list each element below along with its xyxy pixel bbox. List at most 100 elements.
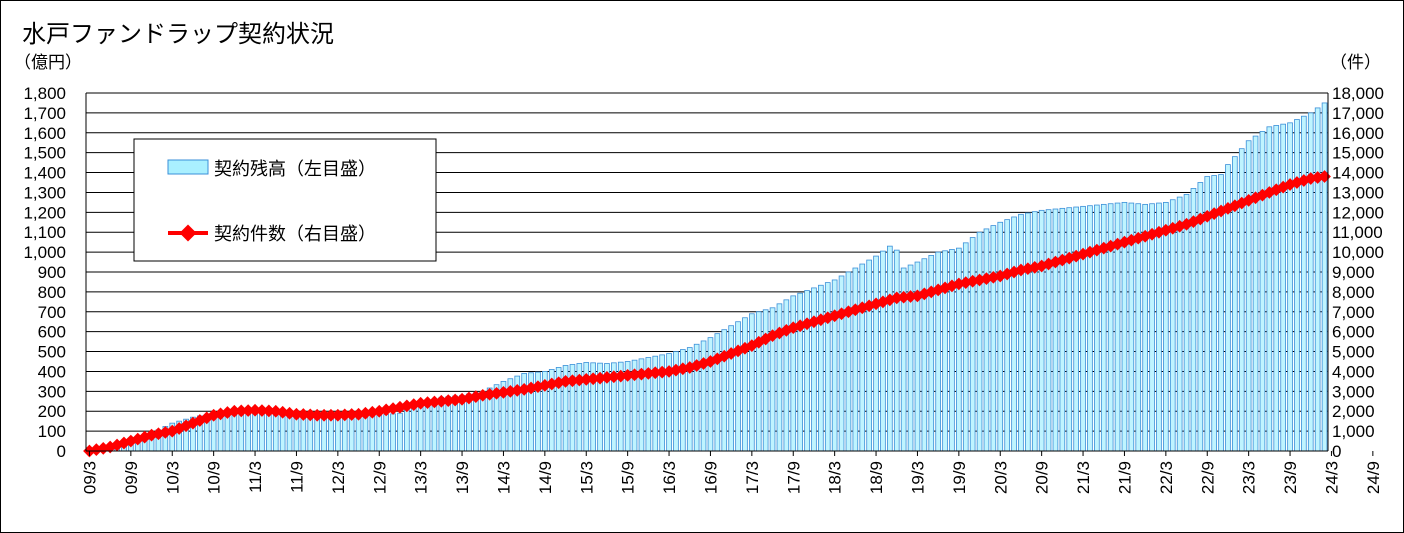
y-left-tick-label: 1,500 xyxy=(23,144,66,163)
left-axis-unit: （億円） xyxy=(14,53,82,73)
y-right-tick-label: 4,000 xyxy=(1332,362,1375,381)
x-tick-label: 24/3 xyxy=(1322,461,1341,494)
y-right-tick-label: 0 xyxy=(1332,442,1341,461)
bar xyxy=(1307,112,1314,452)
x-tick-label: 14/3 xyxy=(494,461,513,494)
y-right-tick-label: 2,000 xyxy=(1332,402,1375,421)
bar xyxy=(293,416,300,452)
y-left-tick-label: 1,400 xyxy=(23,164,66,183)
bar xyxy=(942,250,948,452)
bar xyxy=(976,231,983,452)
bar xyxy=(852,267,859,452)
right-axis-unit: （件） xyxy=(1330,53,1381,73)
bar xyxy=(376,414,383,452)
y-right-tick-label: 14,000 xyxy=(1332,164,1384,183)
count-line-marker xyxy=(262,404,276,418)
y-left-tick-label: 500 xyxy=(38,343,66,362)
bar xyxy=(790,295,797,452)
y-left-tick-label: 800 xyxy=(38,283,66,302)
bar xyxy=(762,309,769,452)
bar xyxy=(272,413,279,452)
bar xyxy=(1183,194,1190,452)
bar xyxy=(997,221,1004,452)
y-left-tick-label: 1,000 xyxy=(23,243,66,262)
bar xyxy=(1025,212,1031,452)
x-tick-label: 18/3 xyxy=(826,461,845,494)
y-right-tick-label: 9,000 xyxy=(1332,263,1375,282)
bar xyxy=(859,263,866,452)
x-tick-label: 15/9 xyxy=(619,461,638,494)
bar xyxy=(417,402,424,452)
bar xyxy=(887,245,893,452)
bar xyxy=(1294,119,1300,452)
y-right-tick-label: 10,000 xyxy=(1332,243,1384,262)
x-tick-label: 16/3 xyxy=(660,461,679,494)
bar xyxy=(880,250,886,452)
bar xyxy=(286,415,293,452)
bar xyxy=(1163,201,1169,452)
y-right-tick-label: 11,000 xyxy=(1332,223,1383,242)
y-left-tick-label: 900 xyxy=(38,263,66,282)
bar xyxy=(935,251,941,452)
bar xyxy=(749,313,755,452)
bar xyxy=(893,249,900,452)
bar xyxy=(928,255,935,452)
count-line-marker xyxy=(303,408,317,422)
bar xyxy=(1321,102,1328,452)
bar xyxy=(1087,205,1093,452)
bar xyxy=(279,414,286,452)
x-tick-label: 20/3 xyxy=(991,461,1010,494)
bar xyxy=(238,411,245,452)
bar xyxy=(410,406,417,452)
bar xyxy=(873,255,879,452)
y-left-tick-label: 1,800 xyxy=(23,84,66,103)
bar xyxy=(252,412,258,452)
y-right-tick-label: 3,000 xyxy=(1332,382,1375,401)
bar xyxy=(838,275,845,452)
count-line-marker xyxy=(317,408,331,422)
bar xyxy=(1038,209,1045,452)
bar xyxy=(811,287,817,452)
bar xyxy=(383,414,389,452)
bar xyxy=(300,417,307,452)
x-tick-label: 20/9 xyxy=(1033,461,1052,494)
bar xyxy=(404,409,410,452)
y-left-tick-label: 300 xyxy=(38,382,66,401)
x-tick-label: 11/3 xyxy=(246,461,265,493)
bar xyxy=(742,317,748,452)
x-tick-label: 23/3 xyxy=(1240,461,1259,494)
x-tick-label: 21/9 xyxy=(1115,461,1134,494)
y-right-tick-label: 18,000 xyxy=(1332,84,1384,103)
bar xyxy=(369,415,376,452)
bar xyxy=(783,299,790,452)
bar xyxy=(707,337,714,452)
count-line-marker xyxy=(345,408,359,421)
bar xyxy=(1156,202,1162,452)
y-left-tick-label: 1,100 xyxy=(23,223,66,242)
x-tick-label: 12/9 xyxy=(370,461,389,494)
bar xyxy=(1011,216,1017,452)
bar xyxy=(1314,107,1321,452)
bar xyxy=(1266,126,1273,452)
bar xyxy=(866,259,872,452)
x-tick-label: 14/9 xyxy=(536,461,555,494)
legend-bar-swatch xyxy=(167,159,209,175)
count-line-marker xyxy=(241,404,255,417)
y-left-tick-label: 0 xyxy=(57,442,66,461)
y-left-tick-label: 200 xyxy=(38,402,66,421)
x-tick-label: 13/3 xyxy=(412,461,431,494)
bar xyxy=(1080,205,1086,452)
y-left-tick-label: 1,700 xyxy=(23,104,66,123)
y-right-tick-label: 16,000 xyxy=(1332,124,1384,143)
bar xyxy=(1301,115,1307,452)
count-line-marker xyxy=(324,408,338,422)
y-right-tick-label: 15,000 xyxy=(1332,144,1384,163)
y-right-tick-label: 12,000 xyxy=(1332,203,1384,222)
bar xyxy=(1252,135,1259,452)
chart-title: 水戸ファンドラップ契約状況 xyxy=(22,20,334,48)
bar xyxy=(1100,203,1107,452)
bar xyxy=(769,307,776,452)
y-left-tick-label: 1,200 xyxy=(23,203,66,222)
y-left-tick-label: 1,300 xyxy=(23,183,66,202)
